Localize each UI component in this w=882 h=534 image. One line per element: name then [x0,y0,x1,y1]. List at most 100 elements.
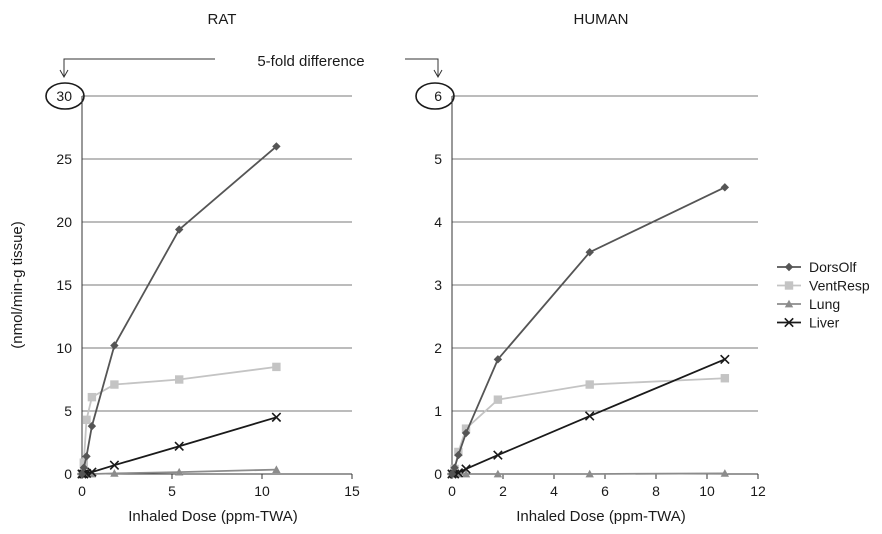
y-tick-label: 6 [434,88,442,104]
annotation-bracket-left [63,58,215,76]
y-tick-label: 5 [64,403,72,419]
data-point [174,441,184,452]
data-point [447,469,457,479]
data-point [720,374,730,383]
legend-entry-liver: Liver [777,315,840,331]
series-liver [447,354,730,479]
x-tick-label: 8 [652,483,660,499]
legend-swatch-marker [784,281,794,290]
series-ventresp [77,362,281,479]
annotation-arrowhead-left [59,69,69,79]
y-axis-label: (nmol/min-g tissue) [9,221,26,349]
data-point [79,463,88,472]
legend: DorsOlf VentResp Lung Liver [777,259,870,331]
data-point [493,355,503,364]
data-point [720,469,730,477]
data-point [272,142,281,151]
legend-entry-dorsolf: DorsOlf [777,259,857,275]
y-tick-label: 4 [434,214,442,230]
legend-label: Liver [809,315,840,331]
data-point [109,460,120,470]
data-point [110,469,119,477]
data-point [585,248,594,257]
data-point [175,467,184,476]
x-tick-label: 2 [499,483,507,499]
annotation-bracket-right [405,58,439,76]
data-point [461,469,471,478]
x-tick-label: 12 [750,483,766,499]
series-line [451,377,725,475]
data-point [272,362,281,372]
x-axis-label: Inhaled Dose (ppm-TWA) [128,508,298,525]
data-point [79,458,88,467]
legend-swatch-marker [784,299,794,308]
data-point [87,467,97,477]
data-point [493,450,503,460]
data-point [271,412,282,423]
data-point [454,450,463,460]
panel-title: HUMAN [574,11,629,28]
series-dorsolf [77,142,281,479]
series-dorsolf [447,183,730,479]
x-axis-label: Inhaled Dose (ppm-TWA) [516,508,686,525]
y-tick-label: 25 [56,151,72,167]
circled-tick-marker [45,82,85,110]
y-tick-label: 3 [434,277,442,293]
legend-label: VentResp [809,278,870,294]
data-point [272,465,281,473]
legend-entry-lung: Lung [777,296,840,312]
x-tick-label: 0 [78,483,86,499]
y-tick-label: 20 [56,214,72,230]
data-point [720,354,730,365]
data-point [493,395,503,404]
data-point [87,421,97,431]
y-tick-label: 0 [64,466,72,482]
legend-entry-ventresp: VentResp [777,278,870,294]
data-point [110,380,119,389]
data-point [585,469,594,478]
x-tick-label: 0 [448,483,456,499]
annotation-arrowhead-right [433,69,443,79]
legend-swatch-marker [784,317,794,328]
data-point [461,428,471,438]
rat-panel: RAT 0 5 10 15 20 25 30 0 5 10 15 Inhaled Dose (ppm-T… [9,11,360,525]
legend-label: DorsOlf [809,259,857,275]
circled-tick-marker [415,82,455,110]
annotation-text: 5-fold difference [257,53,364,70]
data-point [110,341,119,350]
y-tick-label: 1 [434,403,442,419]
data-point [585,380,594,389]
data-point [450,463,459,472]
legend-label: Lung [809,296,840,312]
x-tick-label: 10 [254,483,270,499]
data-point [461,424,471,433]
series-lung [447,469,730,478]
y-tick-label: 30 [56,88,72,104]
y-tick-label: 5 [434,151,442,167]
series-line [81,145,277,475]
data-point [77,469,87,479]
data-point [175,225,184,234]
x-tick-label: 4 [550,483,558,499]
series-ventresp [447,374,730,479]
x-tick-label: 15 [344,483,360,499]
five-fold-annotation: 5-fold difference [59,53,443,79]
data-point [493,469,503,478]
y-tick-label: 2 [434,340,442,356]
data-point [720,183,730,192]
data-point [87,469,97,478]
y-tick-label: 10 [56,340,72,356]
series-line [451,186,726,475]
panel-title: RAT [208,11,237,28]
data-point [175,375,184,384]
data-point [82,452,91,461]
data-point [82,415,91,425]
data-point [584,411,595,421]
legend-swatch-marker [784,262,794,272]
data-point [87,392,97,402]
x-tick-label: 10 [699,483,715,499]
y-tick-label: 15 [56,277,72,293]
